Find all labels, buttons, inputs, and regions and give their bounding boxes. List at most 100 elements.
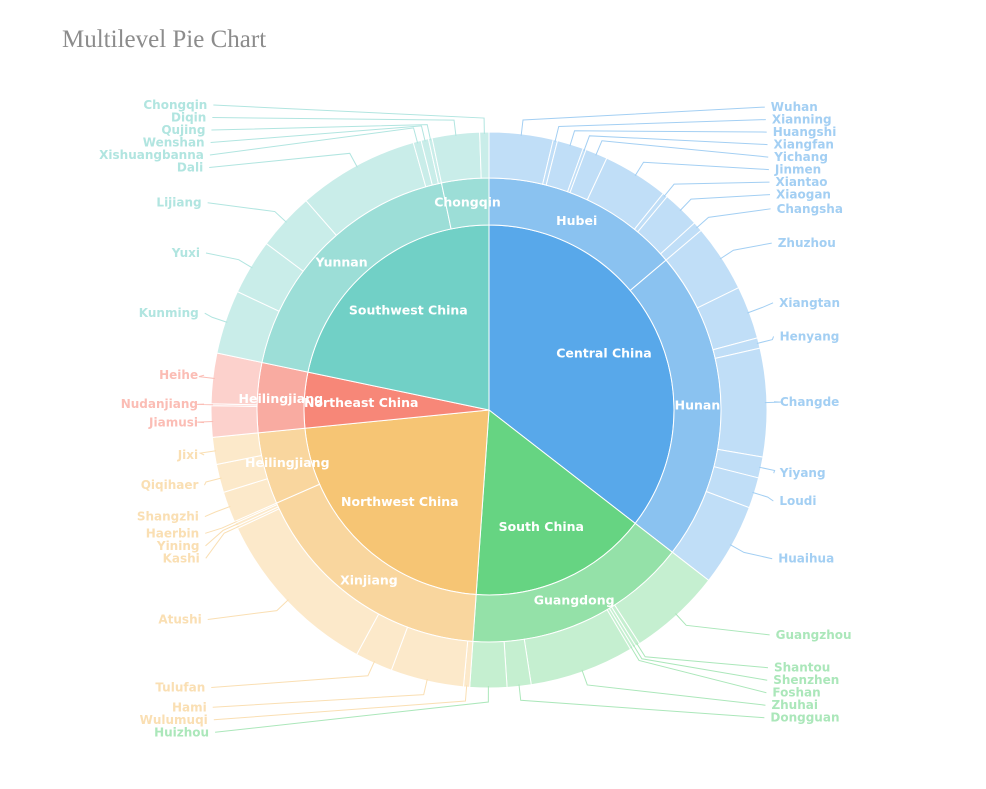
- leader-line: [204, 312, 228, 323]
- region-label: Southwest China: [349, 303, 468, 318]
- city-label: Nudanjiang: [121, 397, 198, 411]
- leader-line: [210, 125, 426, 144]
- leader-line: [520, 106, 765, 136]
- city-label: Changsha: [777, 202, 843, 216]
- city-label: Xiangtan: [779, 296, 840, 310]
- city-label: Shantou: [774, 661, 830, 675]
- leader-line: [729, 544, 773, 560]
- city-label: Yining: [156, 539, 200, 553]
- city-label: Xianning: [772, 113, 832, 127]
- city-label: Guangzhou: [776, 628, 852, 642]
- city-label: Shenzhen: [773, 673, 839, 687]
- city-label: Jiamusi: [148, 416, 198, 430]
- province-label: Yunnan: [314, 255, 367, 270]
- city-label: Atushi: [158, 613, 201, 627]
- leader-line: [204, 505, 231, 517]
- leader-line: [581, 669, 766, 706]
- city-label: Qujing: [161, 123, 205, 137]
- city-label: Wuhan: [771, 100, 818, 114]
- city-label: Dali: [177, 161, 203, 175]
- city-label: Yuxi: [171, 246, 200, 260]
- leader-line: [211, 660, 376, 689]
- city-label: Kunming: [139, 306, 199, 320]
- leader-line: [764, 401, 781, 404]
- city-slice-diqin: [431, 131, 482, 184]
- region-label: Central China: [556, 346, 651, 361]
- city-label: Hami: [172, 700, 207, 714]
- leader-line: [197, 403, 214, 406]
- leader-line: [212, 117, 457, 137]
- leader-line: [213, 104, 485, 135]
- city-label: Zhuzhou: [778, 236, 836, 250]
- city-label: Tulufan: [155, 681, 205, 695]
- leader-line: [663, 181, 770, 197]
- city-slice-wuhan: [488, 131, 554, 185]
- leader-line: [198, 374, 215, 379]
- leader-line: [212, 678, 428, 708]
- city-slice-huizhou: [469, 640, 508, 689]
- leader-line: [518, 684, 765, 719]
- leader-line: [215, 685, 489, 733]
- leader-line: [207, 202, 287, 223]
- leader-line: [213, 685, 468, 721]
- leader-line: [209, 152, 358, 169]
- city-label: Haerbin: [146, 526, 199, 540]
- leader-line: [205, 523, 238, 547]
- province-label: Hunan: [675, 398, 721, 413]
- leader-line: [634, 161, 769, 177]
- leader-line: [569, 130, 767, 147]
- city-label: Diqin: [171, 111, 206, 125]
- leader-line: [633, 644, 768, 681]
- city-slice-jiamusi: [210, 405, 259, 438]
- city-label: Shangzhi: [137, 510, 199, 524]
- leader-line: [675, 613, 770, 636]
- province-label: Heilingjiang: [239, 391, 324, 406]
- leader-line: [205, 252, 253, 269]
- city-label: Yichang: [773, 150, 828, 164]
- city-label: Dongguan: [770, 711, 839, 725]
- city-label: Xishuangbanna: [99, 148, 204, 162]
- city-label: Zhuhai: [771, 698, 818, 712]
- leader-line: [747, 302, 774, 314]
- leader-line: [205, 525, 239, 559]
- city-label: Chongqin: [143, 98, 207, 112]
- leader-line: [636, 642, 769, 669]
- province-label: Chongqin: [434, 195, 501, 210]
- city-label: Yiyang: [779, 466, 826, 480]
- city-label: Henyang: [780, 329, 840, 343]
- city-label: Huizhou: [154, 725, 209, 739]
- region-label: South China: [499, 519, 584, 534]
- leader-line: [209, 127, 419, 156]
- leader-line: [679, 194, 771, 212]
- city-label: Huangshi: [773, 125, 837, 139]
- region-label: Northwest China: [341, 494, 459, 509]
- city-label: Qiqihaer: [141, 478, 199, 492]
- leader-line: [758, 466, 776, 474]
- city-slice-changde: [714, 347, 768, 458]
- chart-title: Multilevel Pie Chart: [62, 26, 267, 53]
- region-label: Northeast China: [304, 395, 418, 410]
- leader-line: [752, 491, 774, 502]
- city-label: Xiantao: [775, 175, 827, 189]
- leader-line: [756, 336, 775, 344]
- city-label: Xiaogan: [776, 188, 831, 202]
- city-label: Wenshan: [143, 136, 205, 150]
- province-label: Heilingjiang: [245, 455, 330, 470]
- leader-line: [554, 119, 766, 143]
- leader-line: [583, 135, 768, 152]
- city-label: Foshan: [772, 686, 820, 700]
- leader-line: [205, 521, 237, 534]
- city-label: Kashi: [163, 551, 200, 565]
- province-label: Guangdong: [534, 592, 615, 607]
- leader-line: [595, 140, 769, 158]
- city-label: Loudi: [779, 494, 816, 508]
- city-slice-chongqin: [479, 131, 490, 179]
- leader-line: [198, 450, 217, 456]
- city-label: Lijiang: [156, 196, 201, 210]
- leader-line: [197, 420, 214, 424]
- city-label: Xiangfan: [774, 138, 834, 152]
- city-label: Huaihua: [778, 552, 834, 566]
- leader-line: [203, 477, 222, 486]
- city-label: Jixi: [177, 448, 198, 462]
